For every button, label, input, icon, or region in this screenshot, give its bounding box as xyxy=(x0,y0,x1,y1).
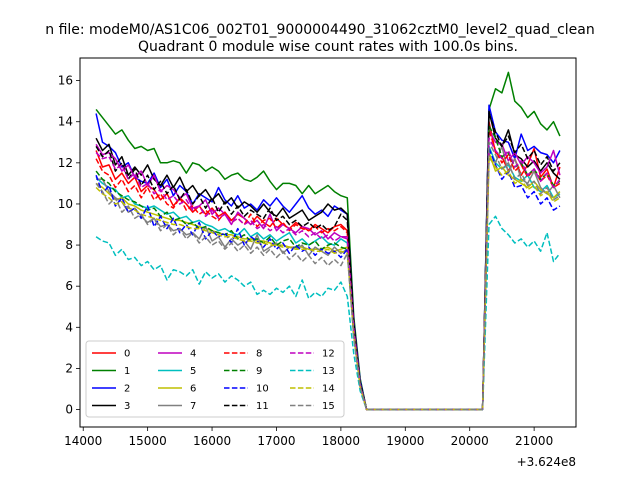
x-tick-label: 14000 xyxy=(64,434,102,448)
y-tick-label: 4 xyxy=(65,320,73,334)
x-tick-label: 20000 xyxy=(451,434,489,448)
legend-label-0: 0 xyxy=(124,349,130,360)
figure-suptitle: n file: modeM0/AS1C06_002T01_9000004490_… xyxy=(45,22,594,38)
legend-label-5: 5 xyxy=(190,366,196,377)
y-tick-label: 2 xyxy=(65,361,73,375)
legend-label-7: 7 xyxy=(190,401,196,412)
x-tick-label: 18000 xyxy=(322,434,360,448)
legend-label-3: 3 xyxy=(124,401,130,412)
x-tick-label: 21000 xyxy=(515,434,553,448)
x-tick-label: 16000 xyxy=(193,434,231,448)
y-tick-label: 16 xyxy=(58,74,73,88)
legend-label-11: 11 xyxy=(256,401,269,412)
y-tick-label: 0 xyxy=(65,403,73,417)
legend-label-9: 9 xyxy=(256,366,262,377)
legend-label-6: 6 xyxy=(190,384,196,395)
x-axis: 14000 15000 16000 17000 18000 19000 20000 21000 xyxy=(64,427,553,448)
legend-label-12: 12 xyxy=(322,349,335,360)
legend-label-15: 15 xyxy=(322,401,335,412)
legend-label-14: 14 xyxy=(322,384,335,395)
x-tick-label: 17000 xyxy=(257,434,295,448)
y-tick-label: 8 xyxy=(65,238,73,252)
y-tick-label: 10 xyxy=(58,197,73,211)
legend-label-10: 10 xyxy=(256,384,269,395)
legend-label-8: 8 xyxy=(256,349,262,360)
y-tick-label: 14 xyxy=(58,115,73,129)
y-tick-label: 6 xyxy=(65,279,73,293)
series-line-10 xyxy=(95,147,561,411)
series-line-15 xyxy=(95,141,561,411)
legend-label-1: 1 xyxy=(124,366,130,377)
legend-label-2: 2 xyxy=(124,384,130,395)
legend-label-13: 13 xyxy=(322,366,335,377)
x-tick-label: 19000 xyxy=(386,434,424,448)
x-offset-label: +3.624e8 xyxy=(517,455,576,469)
series-layer xyxy=(95,71,561,411)
chart-title: Quadrant 0 module wise count rates with … xyxy=(138,39,518,55)
x-tick-label: 15000 xyxy=(129,434,167,448)
legend-frame xyxy=(85,340,345,418)
axes-frame xyxy=(79,57,577,428)
series-line-14 xyxy=(95,155,561,411)
legend-label-4: 4 xyxy=(190,349,196,360)
y-axis: 0 2 4 6 8 10 12 14 16 xyxy=(58,74,80,417)
y-tick-label: 12 xyxy=(58,156,73,170)
